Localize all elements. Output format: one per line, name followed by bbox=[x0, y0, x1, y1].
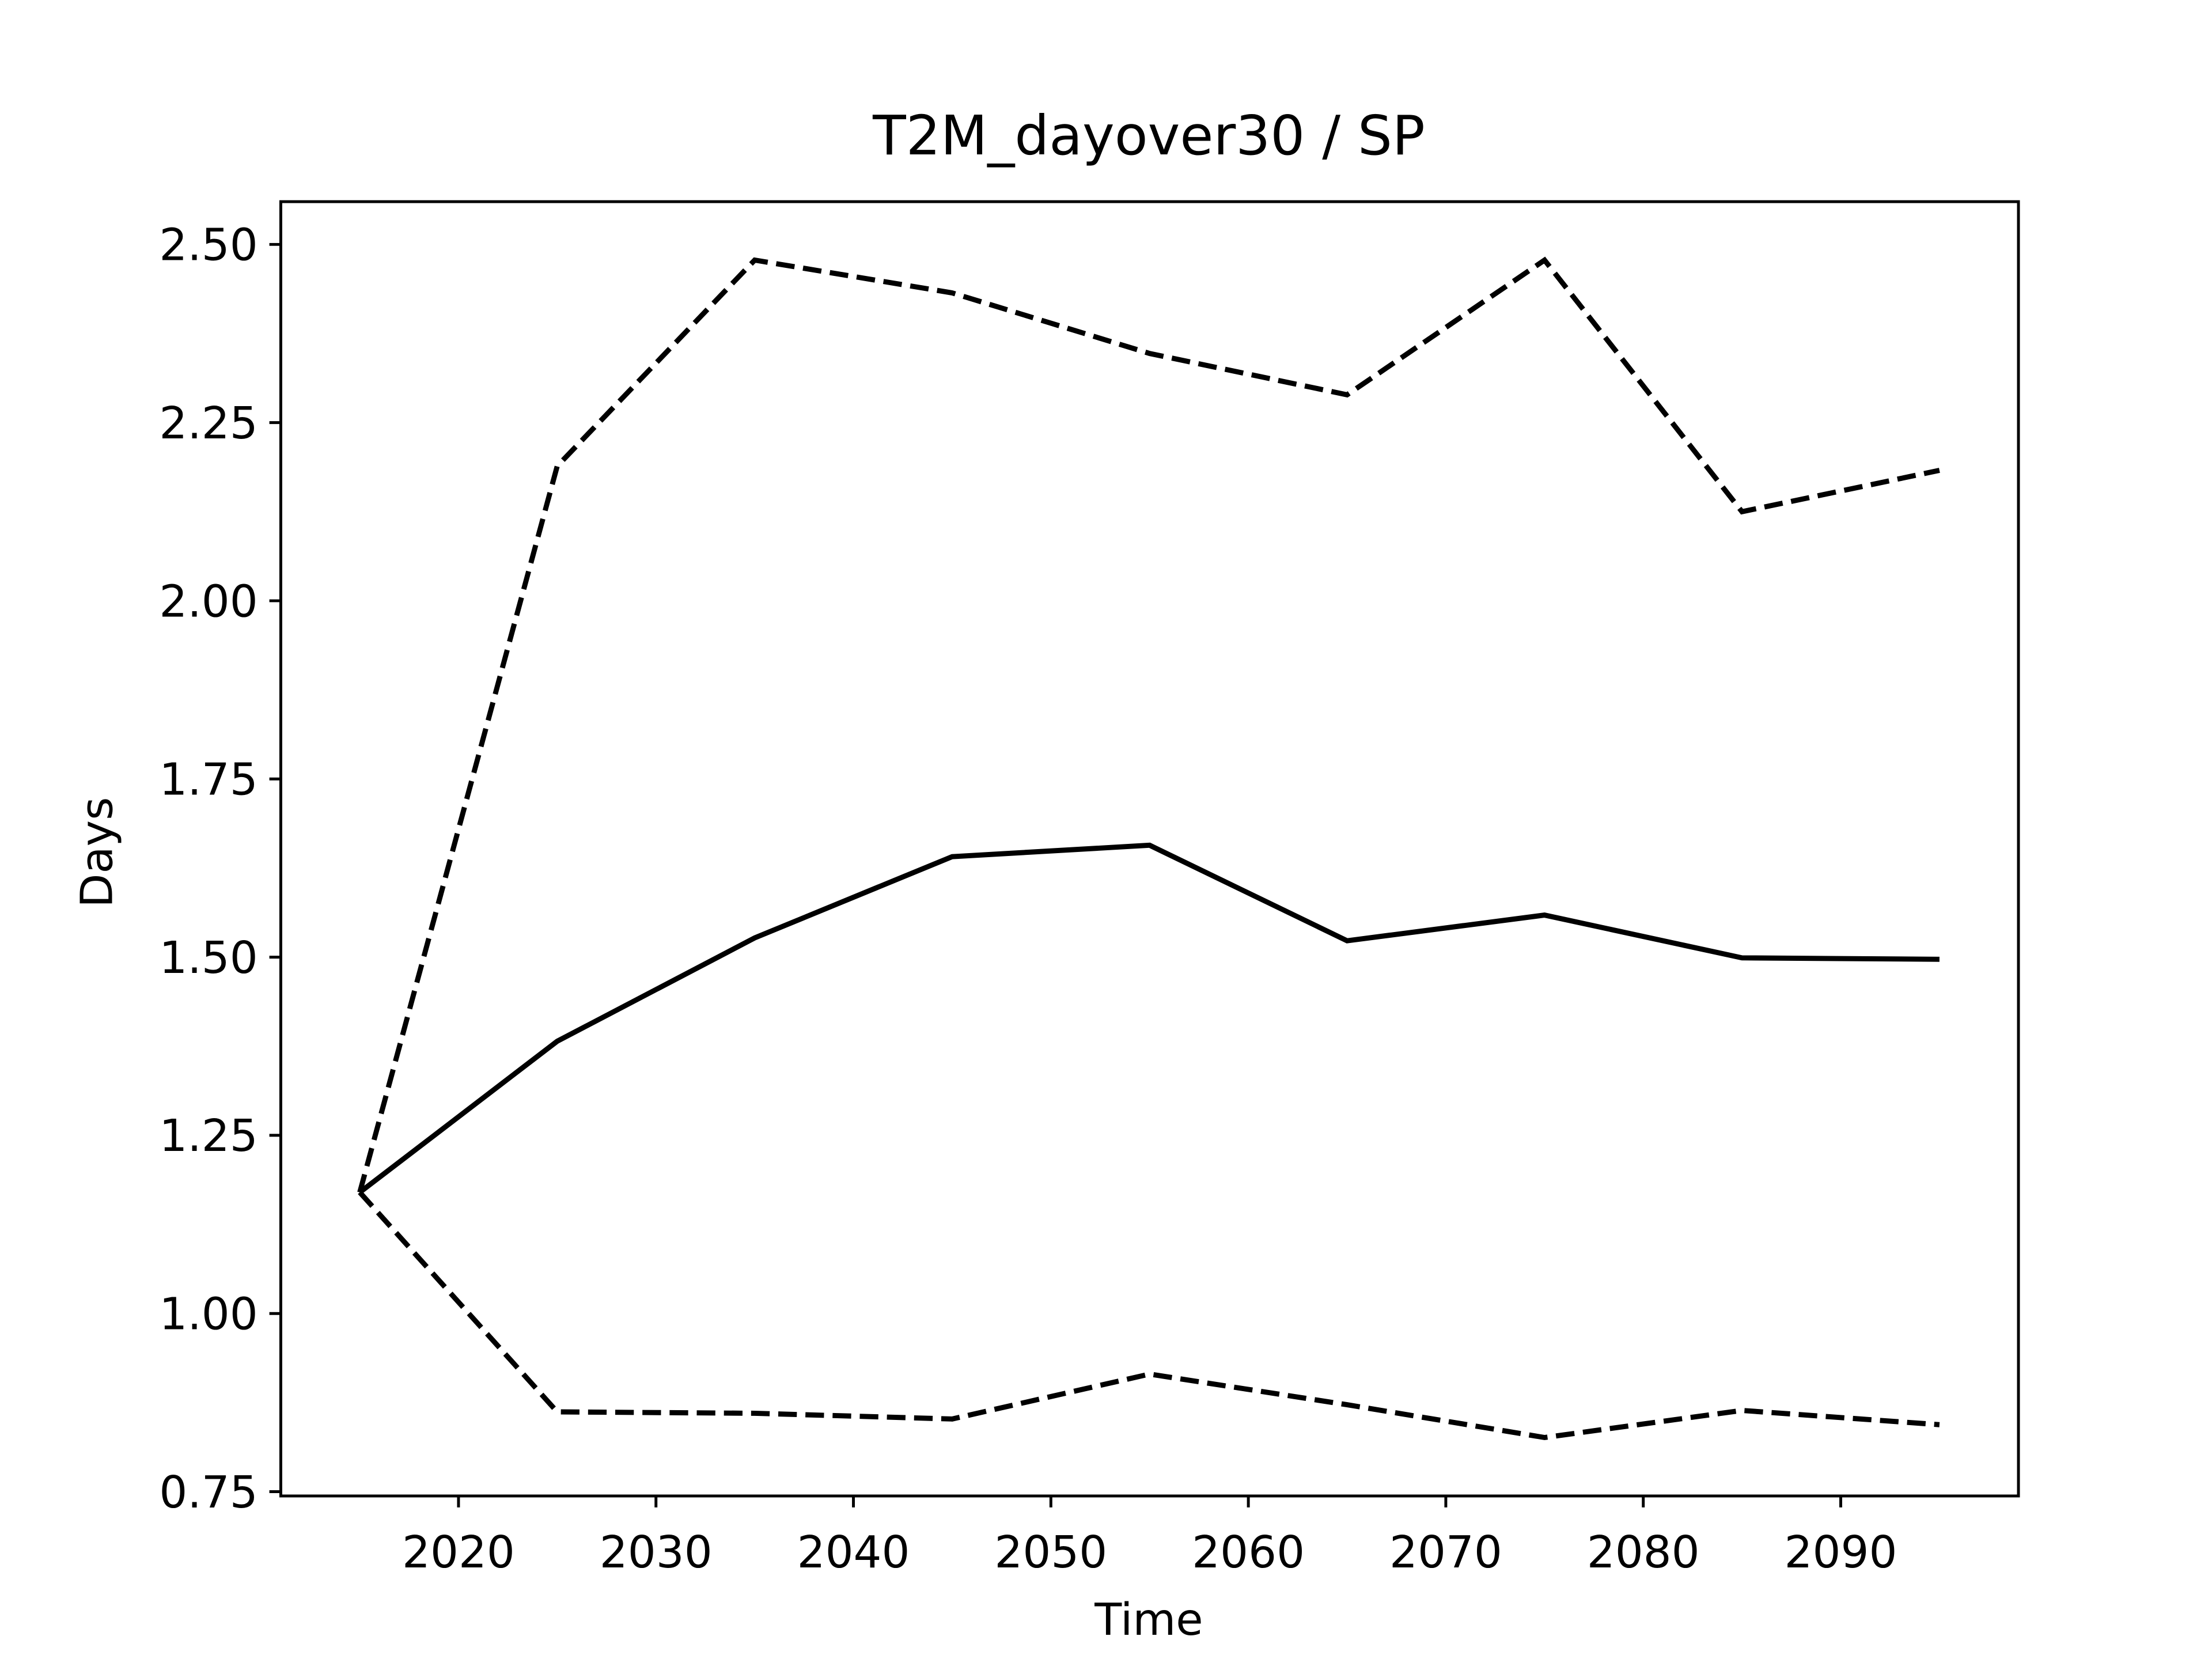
y-tick-label: 1.75 bbox=[159, 755, 257, 806]
x-tick-label: 2070 bbox=[1389, 1527, 1502, 1578]
plot-frame bbox=[279, 200, 2020, 1498]
x-tick-label: 2060 bbox=[1192, 1527, 1305, 1578]
data-line bbox=[358, 842, 1940, 1195]
x-tick-label: 2090 bbox=[1785, 1527, 1897, 1578]
y-tick-label: 2.25 bbox=[159, 398, 257, 449]
y-tick-label: 0.75 bbox=[159, 1467, 257, 1518]
x-tick-label: 2080 bbox=[1587, 1527, 1700, 1578]
x-tick-label: 2020 bbox=[402, 1527, 515, 1578]
x-axis-label: Time bbox=[1094, 1594, 1203, 1646]
y-axis-label: Days bbox=[71, 797, 123, 908]
y-tick-label: 2.00 bbox=[159, 576, 257, 627]
data-line bbox=[357, 256, 1940, 1194]
y-tick-label: 1.25 bbox=[159, 1111, 257, 1162]
x-tick-label: 2040 bbox=[797, 1527, 910, 1578]
x-tick-label: 2050 bbox=[994, 1527, 1107, 1578]
y-tick-label: 2.50 bbox=[159, 220, 257, 271]
y-tick-label: 1.00 bbox=[159, 1289, 257, 1340]
data-line bbox=[358, 1190, 1940, 1441]
x-tick-label: 2030 bbox=[600, 1527, 713, 1578]
chart-title: T2M_dayover30 / SP bbox=[872, 104, 1425, 168]
y-tick-label: 1.50 bbox=[159, 933, 257, 984]
